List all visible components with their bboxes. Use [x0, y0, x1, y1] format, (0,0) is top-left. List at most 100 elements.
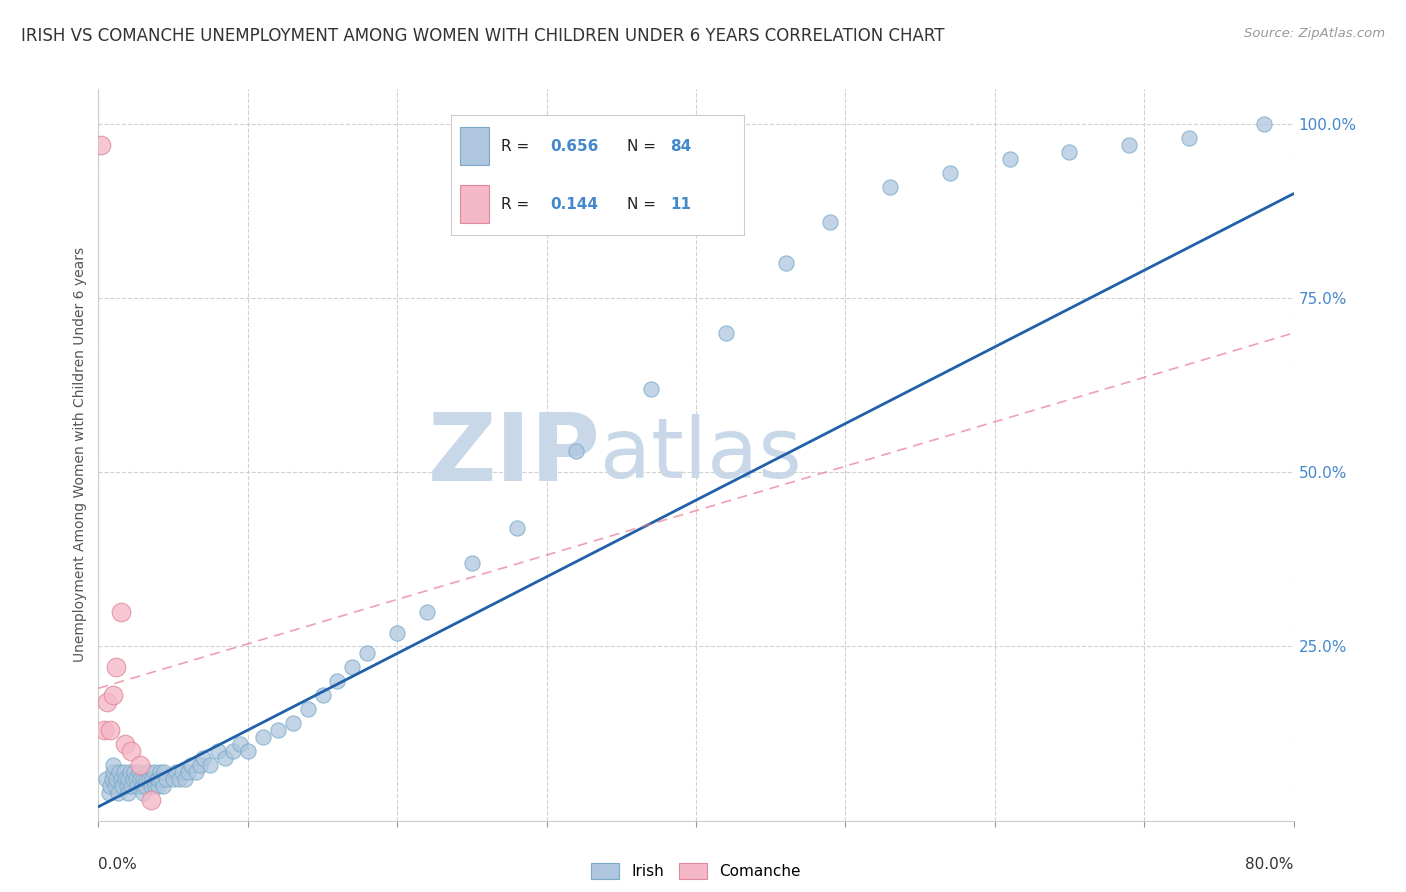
Point	[207, 744, 229, 758]
Point	[98, 723, 122, 737]
Point	[236, 744, 259, 758]
Point	[124, 764, 146, 779]
Point	[162, 772, 184, 786]
Point	[110, 605, 132, 619]
Text: IRISH VS COMANCHE UNEMPLOYMENT AMONG WOMEN WITH CHILDREN UNDER 6 YEARS CORRELATI: IRISH VS COMANCHE UNEMPLOYMENT AMONG WOM…	[21, 27, 945, 45]
Point	[105, 772, 128, 786]
Point	[132, 772, 155, 786]
Point	[111, 779, 134, 793]
Point	[136, 764, 159, 779]
Text: Source: ZipAtlas.com: Source: ZipAtlas.com	[1244, 27, 1385, 40]
Point	[117, 786, 139, 800]
Point	[97, 786, 120, 800]
Point	[180, 758, 202, 772]
Point	[138, 772, 160, 786]
Point	[155, 772, 177, 786]
Point	[1059, 145, 1081, 159]
Y-axis label: Unemployment Among Women with Children Under 6 years: Unemployment Among Women with Children U…	[73, 247, 87, 663]
Point	[139, 793, 162, 807]
Point	[281, 716, 304, 731]
Point	[142, 764, 165, 779]
Point	[222, 744, 245, 758]
Point	[1118, 137, 1140, 152]
Point	[311, 688, 333, 702]
Point	[143, 779, 166, 793]
Point	[105, 660, 128, 674]
Point	[998, 152, 1021, 166]
Point	[101, 772, 124, 786]
Point	[297, 702, 319, 716]
Point	[820, 214, 842, 228]
Point	[108, 764, 131, 779]
Point	[120, 779, 142, 793]
Point	[191, 751, 214, 765]
Point	[131, 779, 153, 793]
Point	[416, 605, 439, 619]
Point	[145, 772, 167, 786]
Point	[114, 772, 136, 786]
Point	[148, 772, 170, 786]
Point	[879, 179, 901, 194]
Point	[127, 779, 149, 793]
Point	[110, 772, 132, 786]
Point	[125, 772, 148, 786]
Point	[385, 625, 409, 640]
Point	[252, 730, 274, 744]
Point	[174, 772, 197, 786]
Point	[103, 758, 125, 772]
Point	[200, 758, 222, 772]
Point	[342, 660, 364, 674]
Point	[132, 786, 155, 800]
Point	[103, 764, 125, 779]
Point	[1178, 131, 1201, 145]
Text: atlas: atlas	[600, 415, 801, 495]
Point	[172, 764, 194, 779]
Point	[506, 521, 529, 535]
Point	[98, 779, 122, 793]
Point	[115, 779, 138, 793]
Point	[129, 772, 152, 786]
Text: 80.0%: 80.0%	[1246, 857, 1294, 872]
Text: 0.0%: 0.0%	[98, 857, 138, 872]
Point	[139, 779, 162, 793]
Point	[714, 326, 737, 340]
Point	[128, 764, 150, 779]
Point	[90, 137, 112, 152]
Point	[565, 444, 588, 458]
Point	[107, 786, 129, 800]
Point	[112, 764, 135, 779]
Point	[356, 647, 378, 661]
Point	[184, 764, 207, 779]
Point	[134, 779, 156, 793]
Point	[165, 764, 187, 779]
Point	[167, 772, 190, 786]
Point	[640, 382, 662, 396]
Point	[326, 674, 349, 689]
Point	[188, 758, 211, 772]
Point	[141, 772, 163, 786]
Point	[939, 166, 962, 180]
Point	[150, 772, 173, 786]
Point	[229, 737, 252, 751]
Point	[461, 556, 484, 570]
Point	[775, 256, 797, 270]
Point	[129, 758, 152, 772]
Point	[121, 772, 143, 786]
Point	[1253, 117, 1275, 131]
Legend: Irish, Comanche: Irish, Comanche	[592, 863, 800, 879]
Point	[148, 779, 170, 793]
Point	[114, 737, 136, 751]
Point	[153, 764, 176, 779]
Point	[94, 772, 117, 786]
Text: ZIP: ZIP	[427, 409, 600, 501]
Point	[117, 772, 139, 786]
Point	[118, 764, 141, 779]
Point	[96, 695, 118, 709]
Point	[149, 764, 172, 779]
Point	[103, 688, 125, 702]
Point	[152, 779, 174, 793]
Point	[120, 744, 142, 758]
Point	[177, 764, 200, 779]
Point	[104, 779, 127, 793]
Point	[267, 723, 290, 737]
